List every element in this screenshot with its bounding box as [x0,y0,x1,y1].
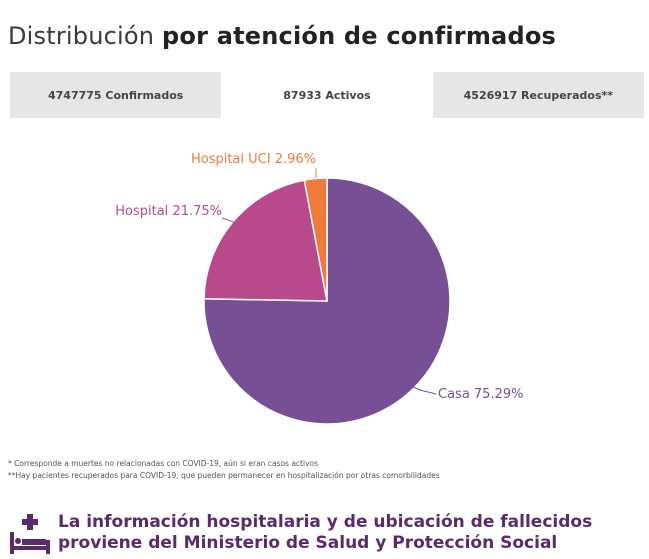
chart-title: Distribución por atención de confirmados [8,22,556,50]
title-regular: Distribución [8,22,155,50]
info-note: La información hospitalaria y de ubicaci… [8,512,592,556]
slice-label-casa: Casa 75.29% [438,387,523,402]
info-line-1: La información hospitalaria y de ubicaci… [58,512,593,532]
info-line-2: proviene del Ministerio de Salud y Prote… [58,533,558,553]
pie-slice-hospital-uci[interactable] [303,177,328,302]
tab-bar: 4747775 Confirmados 87933 Activos 452691… [10,72,644,118]
slice-label-hospital-uci: Hospital UCI 2.96% [191,152,316,167]
info-text: La información hospitalaria y de ubicaci… [58,512,592,554]
footnote-2: **Hay pacientes recuperados para COVID-1… [8,471,440,480]
pie-chart: Casa 75.29% Hospital 21.75% Hospital UCI 2… [115,152,523,425]
tab-recuperados[interactable]: 4526917 Recuperados** [463,88,613,102]
footnote-1: * Corresponde a muertes no relacionadas … [8,459,319,468]
hospital-bed-icon [10,514,50,554]
footnotes: * Corresponde a muertes no relacionadas … [8,458,440,482]
leader-line-hospital [221,217,237,224]
tab-confirmados[interactable]: 4747775 Confirmados [48,88,184,102]
tab-activos[interactable]: 87933 Activos [221,72,433,118]
title-bold: por atención de confirmados [162,22,556,50]
leader-line-casa [401,381,437,395]
slice-label-hospital: Hospital 21.75% [115,204,222,219]
